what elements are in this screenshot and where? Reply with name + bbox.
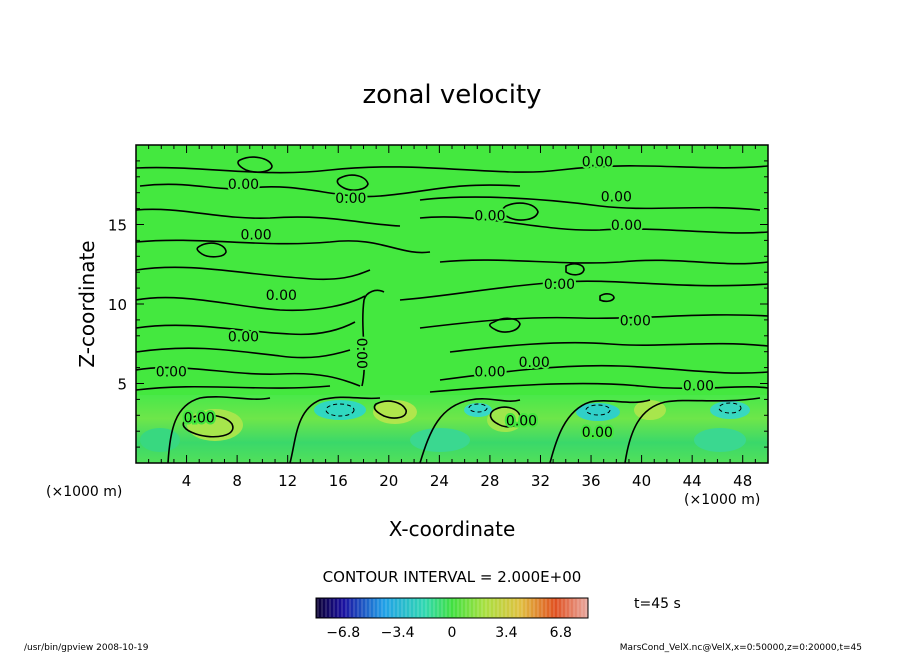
shaded-cell [140,428,180,452]
colorbar-tick-label: −3.4 [381,625,415,641]
contour-label: 0.00 [156,364,187,380]
footer-left: /usr/bin/gpview 2008-10-19 [24,643,149,653]
shaded-cell [464,403,492,417]
plot-area: 0.00 0.00 0.00 0.00 0.00 0.00 0.00 0.00 0.00 0.00… [136,145,768,463]
x-tick-label: 40 [632,472,651,490]
contour-label: 0.00 [601,189,632,205]
x-tick-label: 48 [733,472,752,490]
x-axis-label: X-coordinate [389,517,516,541]
colorbar-tick-label: 3.4 [495,625,517,641]
contour-label: 0.00 [683,379,714,395]
y-tick-label: 10 [108,296,127,314]
x-tick-label: 12 [278,472,297,490]
y-tick-label: 15 [108,217,127,235]
x-tick-label: 4 [182,472,192,490]
contour-label: 0.00 [620,313,651,329]
contour-label: 0.00 [506,414,537,430]
contour-labels: 0.00 0.00 0.00 0.00 0.00 0.00 0.00 0.00 0.00 0.00… [154,152,716,442]
contour-label: 0.00 [544,277,575,293]
x-tick-label: 16 [329,472,348,490]
shaded-cell [410,428,470,452]
colorbar-tick-label: 0 [448,625,457,641]
contour-label: 0.00 [474,364,505,380]
y-axis: 5 10 15 [108,144,768,464]
contour-label: 0.00 [228,177,259,193]
x-axis: 4 8 12 16 20 24 28 32 36 40 44 48 [135,145,769,490]
contour-label: 0.00 [611,218,642,234]
contour-interval-label: CONTOUR INTERVAL = 2.000E+00 [323,568,582,586]
x-tick-label: 36 [581,472,600,490]
x-tick-label: 24 [430,472,449,490]
colorbar-tick-label: 6.8 [550,625,572,641]
x-tick-label: 8 [232,472,242,490]
contour-label: 0.00 [184,410,215,426]
x-tick-label: 20 [379,472,398,490]
x-tick-label: 44 [683,472,702,490]
contour-label: 0.00 [240,228,271,244]
x-tick-label: 28 [480,472,499,490]
shaded-cell [314,400,366,420]
shaded-cell [694,428,746,452]
x-unit-right: (×1000 m) [684,492,760,508]
contour-label: 0.00 [582,154,613,170]
contour-lines [136,156,768,463]
y-axis-label: Z-coordinate [75,240,99,367]
contour-label: 0.00 [266,288,297,304]
x-tick-label: 32 [531,472,550,490]
shaded-cells [140,400,750,452]
contour-label: 0.00 [228,329,259,345]
colorbar-ticks: −6.8 −3.4 0 3.4 6.8 [326,625,572,641]
contour-label: 0.00 [582,425,613,441]
colorbar-tick-label: −6.8 [326,625,360,641]
contour-label: 0.00 [474,209,505,225]
y-tick-label: 5 [117,376,127,394]
shaded-cell [710,401,750,419]
colorbar-stripes [317,599,587,617]
chart-title: zonal velocity [362,80,541,110]
contour-label: 0.00 [353,338,369,369]
time-label: t=45 s [634,596,681,612]
shaded-cell [373,400,417,424]
negative-contours [325,402,742,417]
contour-label: 0.00 [335,191,366,207]
footer-right: MarsCond_VelX.nc@VelX,x=0:50000,z=0:2000… [620,643,862,653]
contour-label: 0.00 [519,355,550,371]
colorbar [315,597,589,619]
x-unit-left: (×1000 m) [46,484,122,500]
